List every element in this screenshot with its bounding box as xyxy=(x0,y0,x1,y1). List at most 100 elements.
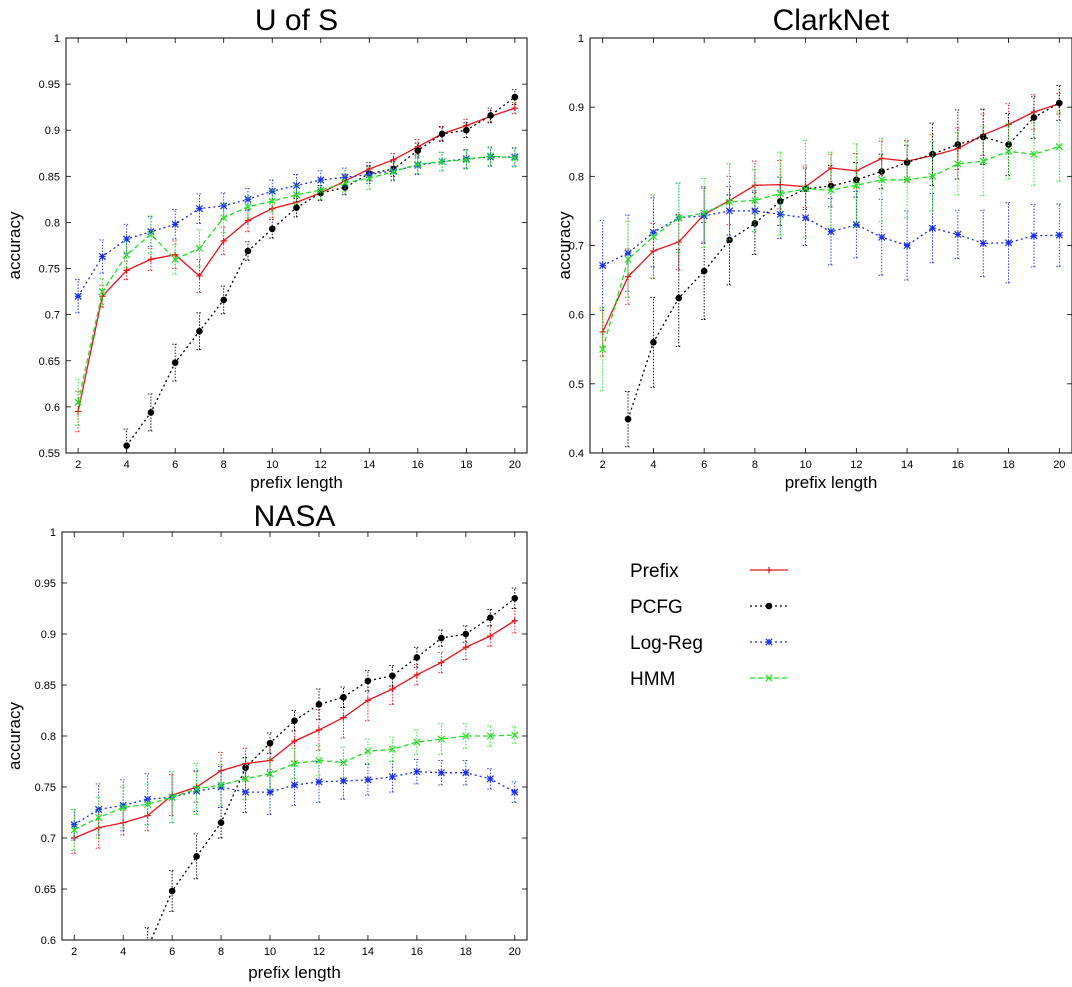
data-point-pcfg xyxy=(168,887,176,895)
x-tick-label: 20 xyxy=(509,946,521,958)
error-bar-hmm xyxy=(726,163,733,241)
y-tick-label: 0.85 xyxy=(39,171,60,183)
data-point-hmm xyxy=(675,214,683,222)
x-tick-label: 4 xyxy=(650,459,656,471)
data-point-hmm xyxy=(462,156,470,164)
x-axis-label: prefix length xyxy=(250,473,343,492)
data-point-hmm xyxy=(98,287,107,296)
error-bar-log-reg xyxy=(99,239,106,274)
error-bar-hmm xyxy=(701,177,708,249)
error-bar-hmm xyxy=(218,764,225,806)
data-point-pcfg xyxy=(364,677,372,685)
data-point-log-reg xyxy=(413,768,421,776)
data-point-hmm xyxy=(144,800,152,808)
data-point-pcfg xyxy=(341,184,349,191)
data-point-prefix xyxy=(266,757,274,764)
data-point-hmm xyxy=(486,152,495,160)
x-tick-label: 8 xyxy=(218,946,224,958)
error-bar-log-reg xyxy=(196,193,203,224)
data-point-hmm xyxy=(802,185,810,193)
series-layer xyxy=(70,587,519,940)
data-point-pcfg xyxy=(878,168,886,175)
error-bar-hmm xyxy=(144,783,151,826)
data-point-hmm xyxy=(74,398,82,406)
y-tick-label: 0.6 xyxy=(569,310,584,322)
series-layer xyxy=(599,85,1063,448)
error-bar-prefix xyxy=(196,258,203,293)
data-point-hmm xyxy=(388,745,397,753)
series-line-prefix xyxy=(77,107,516,412)
error-bar-pcfg xyxy=(169,870,176,912)
x-tick-label: 14 xyxy=(901,459,913,471)
legend-marker xyxy=(765,674,773,682)
data-point-hmm xyxy=(599,345,607,353)
x-tick-label: 12 xyxy=(850,459,862,471)
legend-label-prefix: Prefix xyxy=(630,561,679,582)
data-point-log-reg xyxy=(928,224,937,232)
series-line-pcfg xyxy=(150,597,516,940)
data-point-log-reg xyxy=(903,241,911,250)
y-tick-label: 0.9 xyxy=(41,629,56,641)
error-bar-hmm xyxy=(878,137,885,222)
data-point-hmm xyxy=(147,230,155,239)
x-tick-label: 8 xyxy=(752,459,758,471)
data-point-log-reg xyxy=(776,210,784,218)
error-bar-hmm xyxy=(1056,111,1063,182)
y-tick-label: 0.5 xyxy=(569,379,584,391)
error-bar-pcfg xyxy=(726,194,733,286)
data-point-hmm xyxy=(364,747,372,755)
plot-frame xyxy=(65,37,528,454)
data-point-log-reg xyxy=(462,769,470,777)
data-point-log-reg xyxy=(1030,232,1038,240)
data-point-hmm xyxy=(95,813,103,822)
error-bar-log-reg xyxy=(929,193,936,264)
chart-title: ClarkNet xyxy=(773,4,890,37)
error-bar-hmm xyxy=(71,808,78,851)
x-tick-label: 10 xyxy=(264,946,276,958)
data-point-prefix xyxy=(291,737,298,745)
error-bar-pcfg xyxy=(487,609,494,627)
error-bar-hmm xyxy=(675,182,682,253)
x-tick-label: 14 xyxy=(362,946,374,958)
data-point-log-reg xyxy=(486,153,495,161)
legend-marker xyxy=(765,566,773,574)
data-point-hmm xyxy=(1055,142,1063,151)
chart-title: U of S xyxy=(255,4,338,37)
data-point-pcfg xyxy=(1005,141,1012,148)
data-point-hmm xyxy=(195,244,204,252)
data-point-prefix xyxy=(340,714,347,721)
data-point-hmm xyxy=(244,203,252,211)
data-point-hmm xyxy=(954,160,962,168)
x-tick-label: 12 xyxy=(315,459,327,471)
data-point-pcfg xyxy=(438,130,446,138)
data-point-pcfg xyxy=(414,147,422,154)
data-point-hmm xyxy=(290,759,299,768)
y-axis-label: accuracy xyxy=(5,211,24,280)
data-point-pcfg xyxy=(315,701,323,708)
error-bar-pcfg xyxy=(144,927,151,940)
x-tick-label: 16 xyxy=(412,459,424,471)
y-tick-label: 0.85 xyxy=(35,680,56,692)
data-point-pcfg xyxy=(196,327,203,335)
error-bar-pcfg xyxy=(904,144,911,181)
error-bar-log-reg xyxy=(650,197,657,268)
data-point-hmm xyxy=(119,803,127,812)
data-point-pcfg xyxy=(751,220,759,227)
data-point-pcfg xyxy=(463,126,470,134)
data-point-log-reg xyxy=(171,220,179,228)
data-point-pcfg xyxy=(389,672,396,680)
y-tick-label: 0.9 xyxy=(45,125,60,137)
y-tick-label: 0.65 xyxy=(39,356,60,368)
data-point-hmm xyxy=(624,255,632,263)
data-point-prefix xyxy=(244,217,252,224)
y-tick-label: 1 xyxy=(54,33,60,45)
error-bar-hmm xyxy=(511,726,518,744)
error-bar-hmm xyxy=(625,220,632,298)
x-tick-label: 10 xyxy=(800,459,812,471)
legend-label-pcfg: PCFG xyxy=(630,597,683,618)
data-point-hmm xyxy=(878,176,886,184)
data-point-pcfg xyxy=(266,739,274,747)
error-bar-prefix xyxy=(220,226,227,256)
data-point-pcfg xyxy=(487,112,494,119)
